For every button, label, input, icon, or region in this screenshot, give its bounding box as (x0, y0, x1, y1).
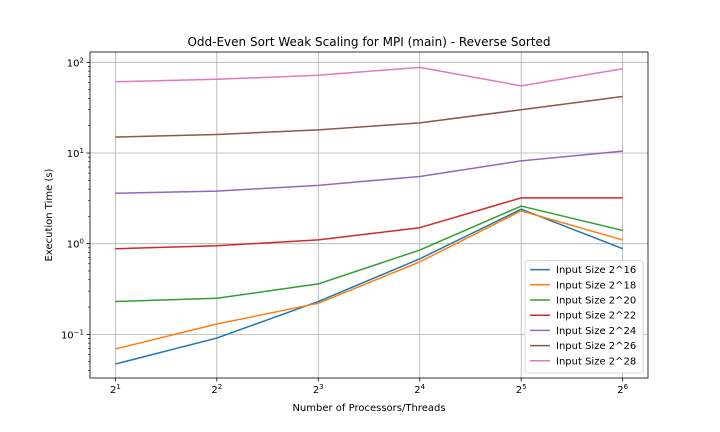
y-axis: 10−1 100 101 102 (61, 56, 90, 371)
legend: Input Size 2^16 Input Size 2^18 Input Size… (524, 260, 644, 374)
series-line-7 (115, 66, 623, 87)
series-line-2 (115, 210, 623, 350)
series-line-3 (115, 205, 623, 303)
x-tick-label: 21 (110, 383, 121, 396)
x-tick-label: 25 (516, 383, 527, 396)
legend-label: Input Size 2^24 (556, 326, 636, 337)
legend-box (524, 260, 644, 374)
series-line-6 (115, 95, 623, 138)
y-tick-label: 101 (67, 147, 84, 160)
x-tick-label: 24 (414, 383, 425, 396)
y-tick-label: 100 (67, 238, 84, 251)
series-line-4 (115, 197, 623, 250)
y-axis-label: Execution Time (s) (44, 168, 55, 261)
legend-label: Input Size 2^28 (556, 356, 636, 367)
x-tick-label: 26 (617, 383, 628, 396)
series-line-5 (115, 150, 623, 194)
legend-label: Input Size 2^20 (556, 296, 636, 307)
y-tick-label: 102 (67, 56, 84, 69)
series-lines (115, 66, 623, 365)
x-axis-label: Number of Processors/Threads (292, 403, 445, 414)
grid (90, 52, 648, 378)
y-tick-label: 10−1 (61, 328, 84, 341)
x-tick-label: 23 (313, 383, 324, 396)
x-tick-label: 22 (211, 383, 222, 396)
x-axis: 21 22 23 24 25 26 (110, 378, 629, 396)
chart-title: Odd-Even Sort Weak Scaling for MPI (main… (187, 35, 550, 49)
legend-label: Input Size 2^26 (556, 341, 636, 352)
plot-frame (89, 51, 649, 379)
legend-label: Input Size 2^16 (556, 265, 636, 276)
legend-label: Input Size 2^22 (556, 311, 636, 322)
legend-label: Input Size 2^18 (556, 280, 636, 291)
